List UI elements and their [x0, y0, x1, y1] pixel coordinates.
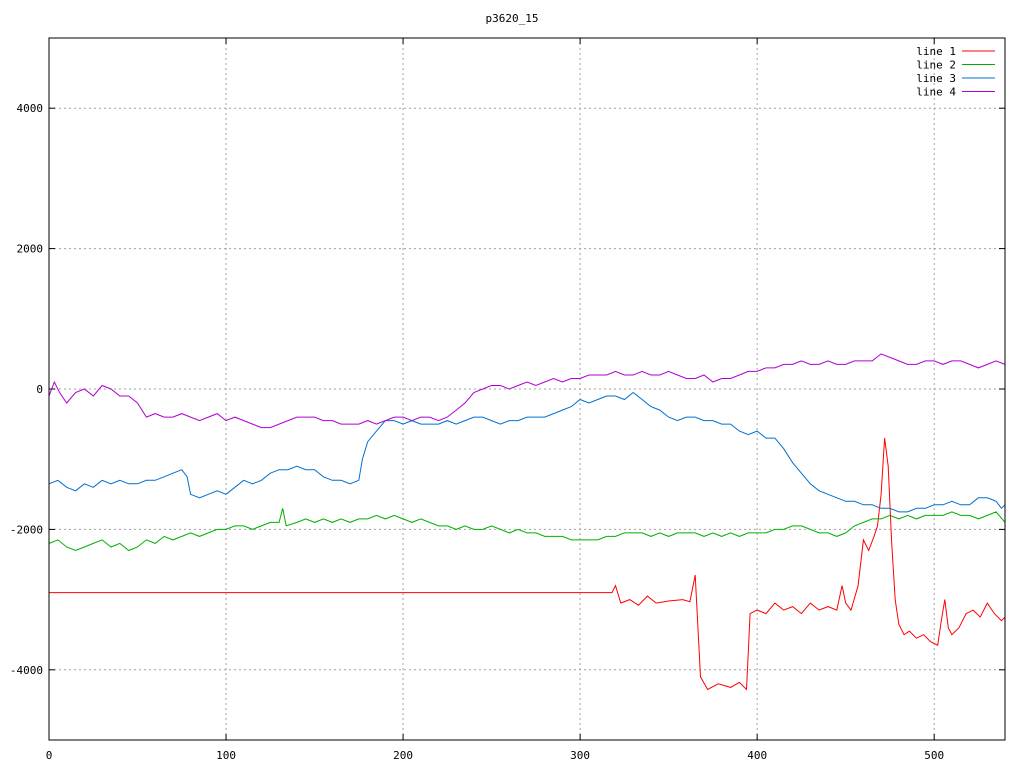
y-tick-label: 4000 — [17, 102, 44, 115]
chart-title: p3620_15 — [486, 12, 539, 25]
series-group — [48, 353, 1006, 691]
y-tick-label: 0 — [36, 383, 43, 396]
x-axis-ticks: 0 100 200 300 400 500 — [46, 38, 944, 762]
y-tick-label: -2000 — [10, 523, 43, 536]
x-tick-label: 200 — [393, 749, 413, 762]
legend-label-4: line 4 — [916, 86, 956, 99]
y-axis-ticks: -4000 -2000 0 2000 4000 — [10, 102, 1005, 677]
x-tick-label: 300 — [570, 749, 590, 762]
legend-label-1: line 1 — [916, 45, 956, 58]
x-tick-label: 400 — [747, 749, 767, 762]
x-tick-label: 0 — [46, 749, 53, 762]
x-tick-label: 500 — [924, 749, 944, 762]
series-line-3 — [48, 391, 1006, 513]
x-tick-label: 100 — [216, 749, 236, 762]
plot-frame — [48, 37, 1006, 741]
grid — [49, 38, 1005, 740]
y-tick-label: -4000 — [10, 664, 43, 677]
series-line-2 — [48, 508, 1006, 552]
series-line-1 — [49, 438, 1006, 691]
legend-label-2: line 2 — [916, 59, 956, 72]
legend-label-3: line 3 — [916, 72, 956, 85]
series-line-4 — [48, 353, 1006, 429]
y-tick-label: 2000 — [17, 243, 44, 256]
